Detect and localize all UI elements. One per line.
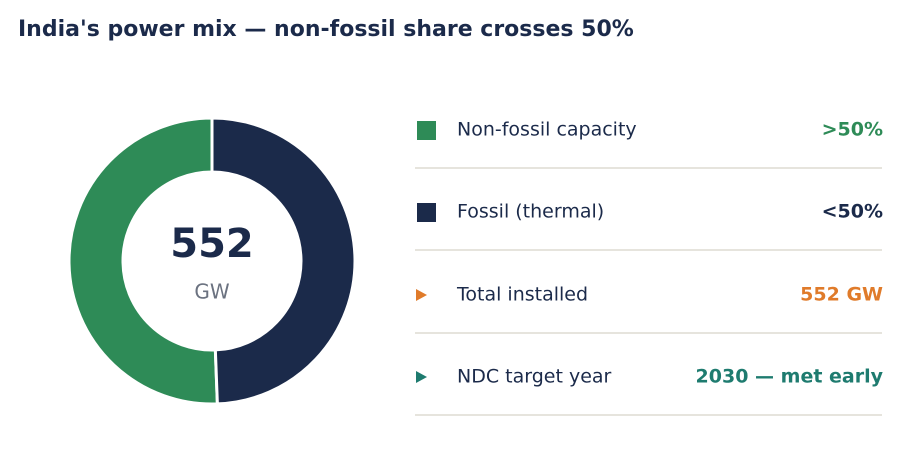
bullet-triangle — [416, 289, 427, 301]
center-value: 552 — [170, 221, 254, 267]
fact-value: 2030 — met early — [696, 366, 884, 388]
center-label: GW — [194, 280, 229, 304]
donut-segment — [210, 116, 357, 406]
fact-value: 552 GW — [800, 284, 883, 306]
legend-swatch — [417, 121, 436, 140]
legend-label: Fossil (thermal) — [457, 201, 604, 223]
legend-label: Non-fossil capacity — [457, 119, 637, 141]
legend-swatch — [417, 203, 436, 222]
value-label: <50% — [822, 201, 883, 223]
fact-label: NDC target year — [457, 366, 612, 388]
chart-title: India's power mix — non-fossil share cro… — [18, 17, 634, 42]
donut-segment — [67, 116, 219, 406]
fact-label: Total installed — [456, 284, 588, 306]
value-label: >50% — [822, 119, 883, 141]
bullet-triangle — [416, 371, 427, 383]
